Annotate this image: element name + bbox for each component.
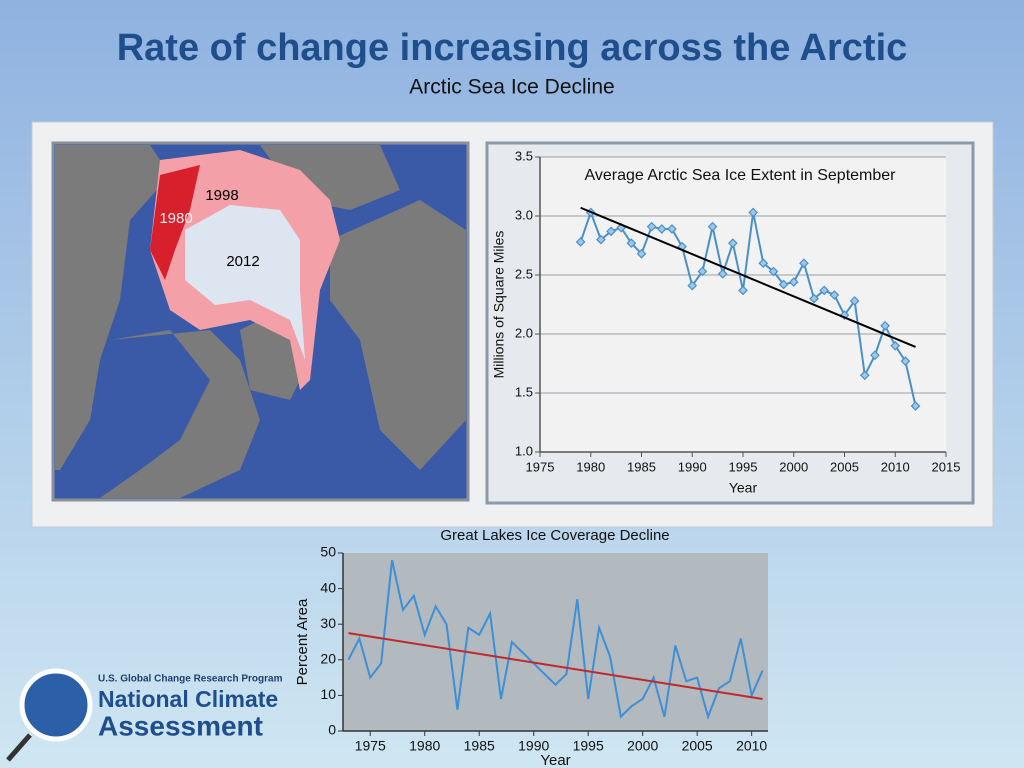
chart-title: Average Arctic Sea Ice Extent in Septemb… (585, 167, 897, 184)
y-tick-label: 1.5 (515, 384, 533, 399)
data-point (890, 340, 901, 351)
trend-line (348, 632, 763, 700)
x-tick-label: 1990 (678, 459, 707, 474)
ice-2012 (185, 205, 305, 360)
trend-line (580, 206, 916, 348)
chart: 1.0 1.5 2.0 2.5 3.0 3.5 1975 1980 1985 1990 1995 20… (491, 148, 961, 495)
data-point (646, 221, 657, 232)
logo-line2: Assessment (98, 710, 263, 741)
map: 1998 1980 2012 (51, 141, 470, 502)
data-point (717, 268, 728, 279)
x-tick-label: 2010 (881, 459, 910, 474)
x-tick-label: 1995 (573, 738, 604, 754)
y-tick-label: 2.5 (515, 266, 533, 281)
data-point (809, 293, 819, 304)
y-tick-label: 10 (320, 686, 336, 702)
x-tick-label: 2010 (736, 738, 767, 754)
data-point (768, 266, 779, 277)
y-tick-label: 50 (320, 544, 336, 560)
data-point (758, 258, 769, 269)
slide-title: Rate of change increasing across the Arc… (117, 27, 908, 69)
logo-handle (6, 733, 32, 762)
data-point (738, 285, 748, 296)
land (100, 330, 260, 498)
x-tick-label: 1975 (526, 459, 555, 474)
x-tick-label: 2015 (932, 459, 961, 474)
data-point (707, 221, 718, 232)
data-point (778, 279, 789, 290)
data-point (748, 207, 758, 218)
data-point (697, 266, 708, 277)
plot-area (343, 553, 768, 731)
slide-subtitle: Arctic Sea Ice Decline (409, 76, 614, 99)
logo-globe (19, 668, 93, 742)
logo-program: U.S. Global Change Research Program (98, 674, 283, 685)
y-axis-label: Percent Area (294, 598, 311, 685)
plot-area (540, 157, 946, 452)
data-point (859, 370, 870, 381)
data-line (579, 209, 917, 407)
map-label: 2012 (226, 253, 259, 270)
y-tick-label: 30 (320, 615, 336, 631)
x-tick-label: 2000 (627, 738, 658, 754)
data-point (799, 258, 809, 269)
ice-1980 (150, 165, 200, 280)
data-point (870, 350, 880, 361)
data-line (347, 559, 764, 720)
y-tick-label: 20 (320, 651, 336, 667)
land (330, 200, 466, 470)
data-point (728, 238, 738, 248)
chart: 0 10 20 30 40 50 1975 1980 1985 1990 1995 2000 2005 2… (294, 527, 768, 768)
x-tick-label: 1980 (409, 738, 440, 754)
y-tick-label: 3.0 (515, 207, 533, 222)
x-tick-label: 1985 (627, 459, 656, 474)
map-label: 1998 (205, 187, 238, 204)
x-tick-label: 2000 (779, 459, 808, 474)
data-point (656, 224, 667, 234)
logo: U.S. Global Change Research Program Nati… (6, 668, 283, 762)
data-point (626, 238, 637, 248)
data-point (900, 356, 911, 366)
data-point (829, 290, 840, 300)
logo-line1: National Climate (98, 686, 278, 712)
x-tick-label: 2005 (682, 738, 713, 754)
map-label: 1980 (159, 210, 192, 227)
x-tick-label: 1975 (355, 738, 386, 754)
x-tick-label: 1990 (518, 738, 549, 754)
y-tick-label: 3.5 (515, 148, 533, 163)
y-tick-label: 1.0 (515, 443, 533, 458)
data-point (606, 226, 616, 237)
x-tick-label: 1980 (576, 459, 605, 474)
data-point (788, 277, 799, 287)
data-point (596, 234, 606, 245)
data-point (687, 280, 698, 291)
data-point (880, 320, 890, 331)
y-tick-label: 0 (328, 722, 336, 738)
land (55, 145, 170, 470)
chart-title: Great Lakes Ice Coverage Decline (440, 527, 669, 544)
data-point (819, 285, 830, 296)
x-tick-label: 1995 (729, 459, 758, 474)
land (260, 145, 400, 210)
x-tick-label: 2005 (830, 459, 859, 474)
data-point (636, 248, 647, 259)
data-point (575, 237, 586, 247)
data-point (667, 224, 677, 234)
y-axis-label: Millions of Square Miles (491, 231, 507, 379)
data-point (849, 296, 860, 306)
x-axis-label: Year (729, 480, 758, 496)
y-tick-label: 2.0 (515, 325, 533, 340)
data-point (910, 401, 921, 411)
y-tick-label: 40 (320, 579, 336, 595)
x-tick-label: 1985 (464, 738, 495, 754)
x-axis-label: Year (540, 752, 570, 768)
